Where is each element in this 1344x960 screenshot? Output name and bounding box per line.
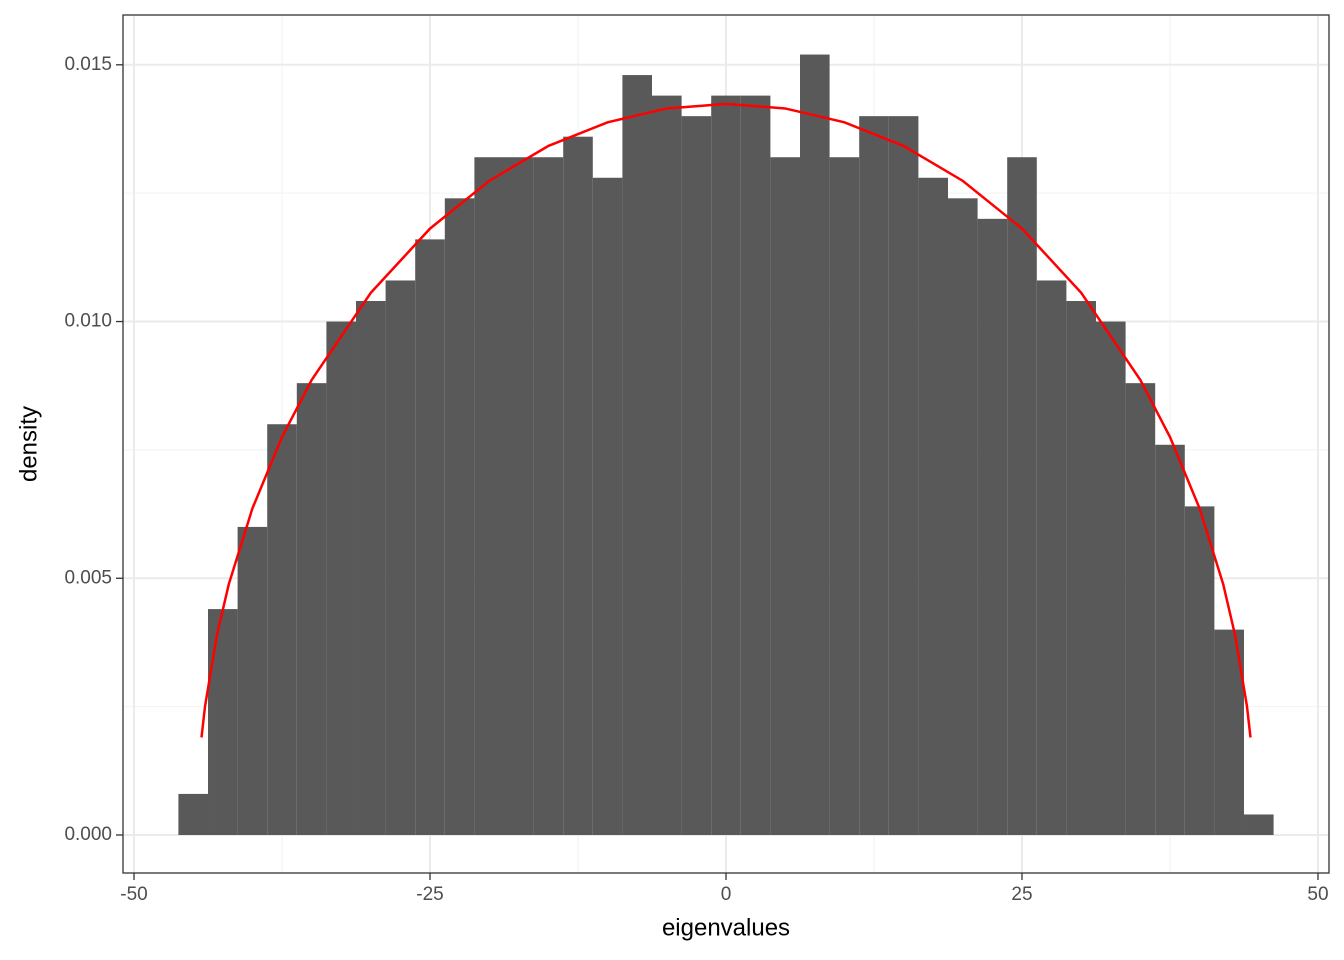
bar	[1036, 280, 1067, 836]
bar	[237, 526, 268, 836]
bar	[622, 75, 653, 836]
y-tick-label: 0.000	[64, 824, 112, 845]
bar	[326, 321, 357, 836]
bar	[1095, 321, 1126, 836]
bar	[563, 136, 593, 836]
y-axis-title: density	[15, 406, 42, 482]
x-tick-label: 25	[1011, 884, 1032, 905]
bar	[681, 116, 712, 836]
bar	[415, 239, 445, 836]
x-tick-label: 0	[721, 884, 732, 905]
bar	[1125, 383, 1156, 836]
bar	[208, 609, 238, 836]
bar	[1184, 506, 1215, 836]
bar	[977, 218, 1008, 836]
bar	[740, 95, 771, 836]
bar	[1007, 157, 1037, 836]
x-axis-title: eigenvalues	[662, 914, 790, 941]
bar	[1243, 814, 1274, 836]
y-tick-label: 0.005	[64, 567, 112, 588]
y-tick-label: 0.015	[64, 54, 112, 75]
bar	[711, 95, 741, 836]
x-tick-label: -25	[416, 884, 443, 905]
y-tick-label: 0.010	[64, 311, 112, 332]
bar	[652, 95, 682, 836]
bar	[296, 383, 327, 836]
bar	[178, 793, 209, 836]
bar	[592, 177, 623, 836]
bar	[770, 157, 800, 836]
bar	[947, 198, 978, 836]
bar	[1066, 301, 1096, 836]
bar	[799, 54, 830, 836]
x-tick-label: 50	[1307, 884, 1328, 905]
bar	[267, 424, 297, 836]
bar	[504, 157, 534, 836]
bar	[444, 198, 475, 836]
x-tick-label: -50	[120, 884, 147, 905]
bar	[859, 116, 889, 836]
bar	[888, 116, 919, 836]
density-curve	[200, 102, 1252, 738]
bar	[474, 157, 505, 836]
bar	[1155, 444, 1185, 836]
bar	[385, 280, 416, 836]
bar	[829, 157, 860, 836]
bar	[356, 301, 386, 836]
bar	[918, 177, 948, 836]
bar	[533, 157, 564, 836]
